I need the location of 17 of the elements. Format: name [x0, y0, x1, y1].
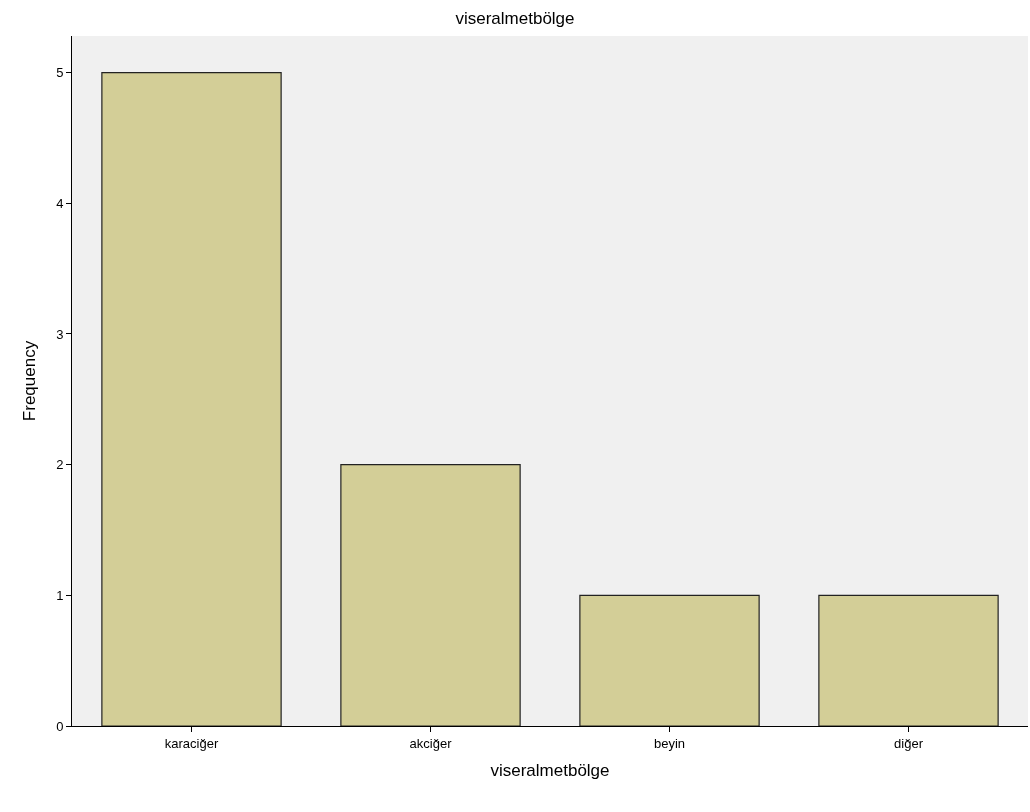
bar [818, 594, 999, 726]
x-tick-label: karaciğer [164, 735, 219, 751]
x-tick-label: akciğer [409, 735, 453, 751]
bar [579, 594, 760, 726]
y-tick-label: 5 [56, 65, 64, 81]
bar [340, 464, 521, 726]
chart-title: viseralmetbölge [455, 9, 575, 29]
y-tick-label: 0 [56, 718, 64, 734]
y-tick-label: 4 [56, 195, 64, 211]
y-tick-label: 1 [56, 587, 64, 603]
y-tick-label: 3 [56, 326, 64, 342]
x-axis-title: viseralmetbölge [490, 761, 610, 780]
x-tick-label: diğer [894, 735, 924, 751]
y-tick-label: 2 [56, 457, 64, 473]
bar [101, 71, 282, 726]
x-tick-label: beyin [653, 735, 686, 751]
y-axis-title: Frequency [19, 340, 39, 422]
